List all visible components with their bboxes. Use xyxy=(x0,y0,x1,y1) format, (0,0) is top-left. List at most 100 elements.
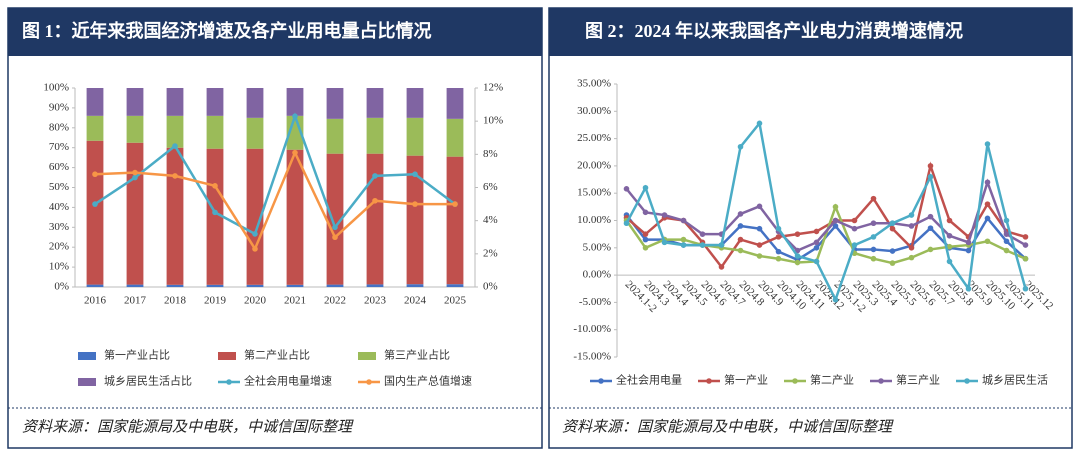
marker xyxy=(851,242,858,248)
marker xyxy=(756,242,763,248)
marker xyxy=(642,209,649,216)
y2-tick-label: 10% xyxy=(483,115,503,127)
marker xyxy=(680,242,687,248)
bar-segment xyxy=(206,148,224,285)
marker xyxy=(172,173,178,179)
x-tick-label: 2023 xyxy=(364,295,387,307)
bar-segment xyxy=(166,115,184,148)
marker xyxy=(642,184,649,191)
marker xyxy=(412,171,418,178)
marker xyxy=(946,258,953,265)
panel-header xyxy=(8,8,542,56)
legend-marker xyxy=(878,378,884,384)
y-tick-label: 10% xyxy=(49,261,69,273)
chart-title: 图 2：2024 年以来我国各产业电力消费增速情况 xyxy=(585,20,963,41)
marker xyxy=(927,213,934,220)
marker xyxy=(984,238,991,245)
marker xyxy=(889,225,896,232)
marker xyxy=(813,239,820,246)
marker xyxy=(699,231,706,237)
marker xyxy=(452,201,458,207)
marker xyxy=(946,217,953,224)
marker xyxy=(661,239,668,246)
marker xyxy=(794,231,801,237)
marker xyxy=(1003,238,1010,245)
bar-segment xyxy=(206,284,224,287)
legend-swatch xyxy=(78,352,96,360)
bar-segment xyxy=(366,284,384,287)
y2-tick-label: 0% xyxy=(483,281,498,293)
line xyxy=(625,178,1027,253)
marker xyxy=(775,255,782,262)
marker xyxy=(172,143,178,149)
legend-label: 第一产业占比 xyxy=(104,348,170,362)
marker xyxy=(623,186,630,192)
bar-segment xyxy=(326,88,344,119)
marker xyxy=(642,231,649,237)
bar-segment xyxy=(246,148,264,285)
source: 资料来源：国家能源局及中电联，中诚信国际整理 xyxy=(562,418,894,435)
bar-segment xyxy=(366,117,384,154)
bar-segment xyxy=(366,88,384,118)
y-tick-label: 35.00% xyxy=(577,78,611,90)
y-tick-label: 30.00% xyxy=(577,105,611,117)
marker xyxy=(1003,231,1010,237)
y-tick-label: 60% xyxy=(49,161,69,173)
bar-segment xyxy=(366,153,384,285)
bar-segment xyxy=(86,140,104,285)
marker xyxy=(737,143,744,150)
bar-segment xyxy=(446,88,464,119)
chart-title: 图 1：近年来我国经济增速及各产业用电量占比情况 xyxy=(22,20,432,41)
x-tick-label: 2024 xyxy=(404,295,427,307)
marker xyxy=(870,234,877,240)
line xyxy=(94,112,456,236)
bar-segment xyxy=(126,284,144,287)
bar-segment xyxy=(406,88,424,118)
marker xyxy=(737,211,744,217)
legend-marker xyxy=(964,378,970,384)
bar-segment xyxy=(166,284,184,287)
y-tick-label: 50% xyxy=(49,181,69,193)
x-tick-label: 2018 xyxy=(164,295,187,307)
marker xyxy=(623,220,630,227)
y-tick-label: 25.00% xyxy=(577,132,611,144)
marker xyxy=(965,239,972,246)
bar-segment xyxy=(86,88,104,116)
x-tick-label: 2025 xyxy=(444,295,467,307)
y-tick-label: 0.00% xyxy=(583,269,611,281)
y-tick-label: 70% xyxy=(49,141,69,153)
x-tick-label: 2016 xyxy=(84,295,107,307)
bar-segment xyxy=(166,88,184,116)
marker xyxy=(908,223,915,229)
bar-segment xyxy=(286,284,304,287)
legend-swatch xyxy=(78,378,96,386)
marker xyxy=(292,113,298,119)
marker xyxy=(332,234,338,241)
y-tick-label: 100% xyxy=(43,82,69,94)
marker xyxy=(1022,242,1029,248)
marker xyxy=(292,149,298,156)
y2-tick-label: 8% xyxy=(483,148,498,160)
bar-segment xyxy=(126,88,144,116)
bar-segment xyxy=(406,117,424,156)
legend-marker xyxy=(366,379,372,385)
marker xyxy=(680,217,687,224)
marker xyxy=(642,245,649,251)
marker xyxy=(984,179,991,186)
marker xyxy=(851,217,858,224)
bar-segment xyxy=(246,117,264,149)
marker xyxy=(1022,234,1029,240)
y-tick-label: 10.00% xyxy=(577,214,611,226)
legend-marker xyxy=(226,379,232,385)
marker xyxy=(718,264,725,270)
marker xyxy=(1003,217,1010,224)
marker xyxy=(870,195,877,202)
marker xyxy=(927,246,934,253)
marker xyxy=(1022,285,1029,292)
y-tick-label: 5.00% xyxy=(583,241,611,253)
marker xyxy=(132,169,138,176)
marker xyxy=(737,236,744,243)
panel-header xyxy=(549,8,1072,56)
marker xyxy=(832,217,839,224)
legend-label: 全社会用电量增速 xyxy=(244,374,332,388)
